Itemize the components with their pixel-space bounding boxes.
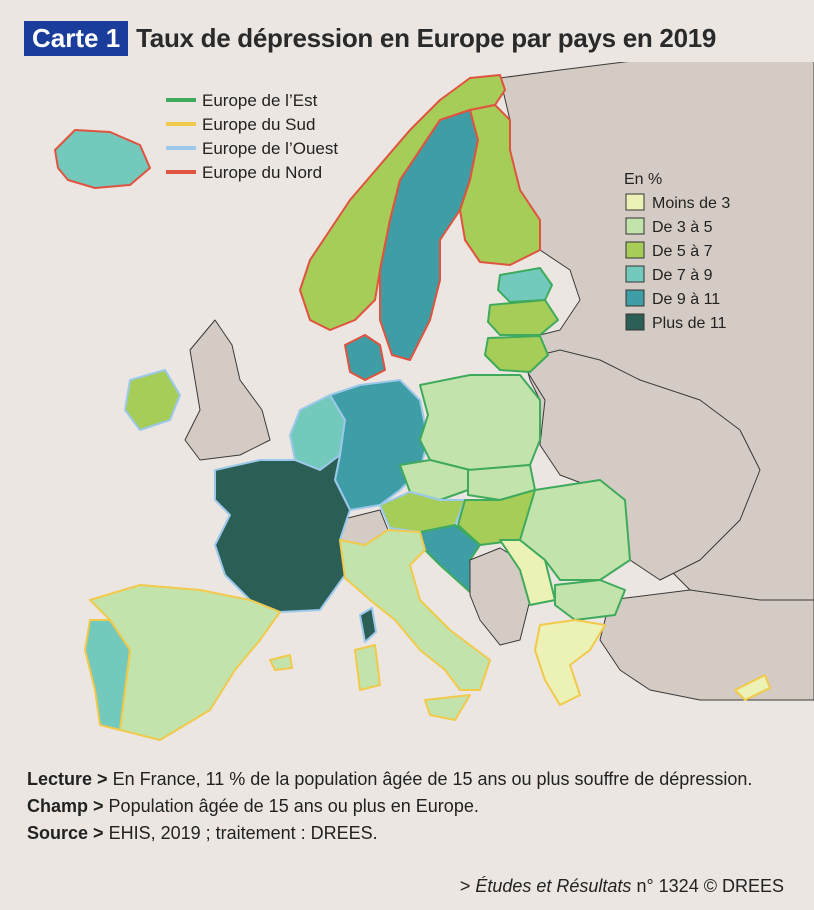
value-legend-label-2: De 5 à 7	[652, 243, 713, 260]
country-norway	[299, 74, 506, 331]
country-italy-sicily	[424, 694, 471, 721]
region-legend-label-west: Europe de l’Ouest	[202, 139, 338, 158]
note-champ: Champ > Population âgée de 15 ans ou plu…	[27, 793, 797, 820]
country-austria	[379, 491, 466, 533]
value-legend-unit: En %	[624, 171, 662, 188]
note-lecture-label: Lecture >	[27, 769, 108, 789]
value-legend-swatch-3	[625, 265, 645, 283]
map-title: Taux de dépression en Europe par pays en…	[136, 22, 717, 53]
map-notes: Lecture > En France, 11 % de la populati…	[27, 766, 797, 847]
country-denmark	[344, 334, 386, 381]
country-cyprus	[734, 674, 771, 701]
region-legend-label-north: Europe du Nord	[202, 163, 322, 182]
map-area: Europe de l’Est Europe du Sud Europe de …	[0, 59, 814, 762]
country-bulgaria	[554, 579, 626, 621]
value-legend-swatch-0	[625, 193, 645, 211]
note-source-text: EHIS, 2019 ; traitement : DREES.	[108, 823, 378, 843]
western-balkans	[469, 547, 531, 646]
credit-prefix: >	[459, 876, 471, 896]
country-iceland	[54, 129, 151, 189]
note-lecture: Lecture > En France, 11 % de la populati…	[27, 766, 797, 793]
note-champ-text: Population âgée de 15 ans ou plus en Eur…	[108, 796, 479, 816]
publication-credit: > Études et Résultats n° 1324 © DREES	[460, 876, 784, 897]
country-spain-balearic	[269, 654, 293, 671]
value-legend-label-1: De 3 à 5	[652, 219, 713, 236]
ukraine-belarus	[519, 349, 761, 581]
country-italy	[339, 529, 491, 691]
europe-map: Europe de l’Est Europe du Sud Europe de …	[54, 59, 814, 741]
map-number-badge: Carte 1	[24, 20, 129, 56]
region-legend-label-east: Europe de l’Est	[202, 91, 318, 110]
note-champ-label: Champ >	[27, 796, 104, 816]
region-legend-label-south: Europe du Sud	[202, 115, 315, 134]
region-legend: Europe de l’Est Europe du Sud Europe de …	[166, 91, 338, 182]
map-header: Carte 1 Taux de dépression en Europe par…	[24, 20, 716, 56]
value-legend-swatch-2	[625, 241, 645, 259]
credit-suffix: n° 1324 © DREES	[636, 876, 784, 896]
note-lecture-text: En France, 11 % de la population âgée de…	[112, 769, 753, 789]
united-kingdom	[184, 319, 271, 461]
country-poland	[419, 374, 541, 471]
country-lithuania	[484, 335, 549, 373]
country-latvia	[487, 299, 559, 336]
country-estonia	[497, 267, 553, 303]
value-legend-label-5: Plus de 11	[652, 315, 727, 332]
note-source-label: Source >	[27, 823, 104, 843]
value-legend-label-0: Moins de 3	[652, 195, 730, 212]
country-france	[214, 454, 351, 613]
credit-publication: Études et Résultats	[475, 876, 632, 896]
value-legend-swatch-4	[625, 289, 645, 307]
value-legend-swatch-1	[625, 217, 645, 235]
country-portugal	[84, 619, 131, 731]
value-legend-swatch-5	[625, 313, 645, 331]
country-greece	[534, 619, 606, 706]
country-ireland	[124, 369, 181, 431]
value-legend-label-3: De 7 à 9	[652, 267, 713, 284]
note-source: Source > EHIS, 2019 ; traitement : DREES…	[27, 820, 797, 847]
country-france-corsica	[359, 607, 377, 643]
country-finland	[459, 104, 541, 266]
country-italy-sardinia	[354, 644, 381, 691]
value-legend-label-4: De 9 à 11	[652, 291, 720, 308]
value-legend: En % Moins de 3 De 3 à 5 De 5 à 7 De 7 à…	[624, 171, 730, 332]
turkey	[599, 589, 814, 701]
